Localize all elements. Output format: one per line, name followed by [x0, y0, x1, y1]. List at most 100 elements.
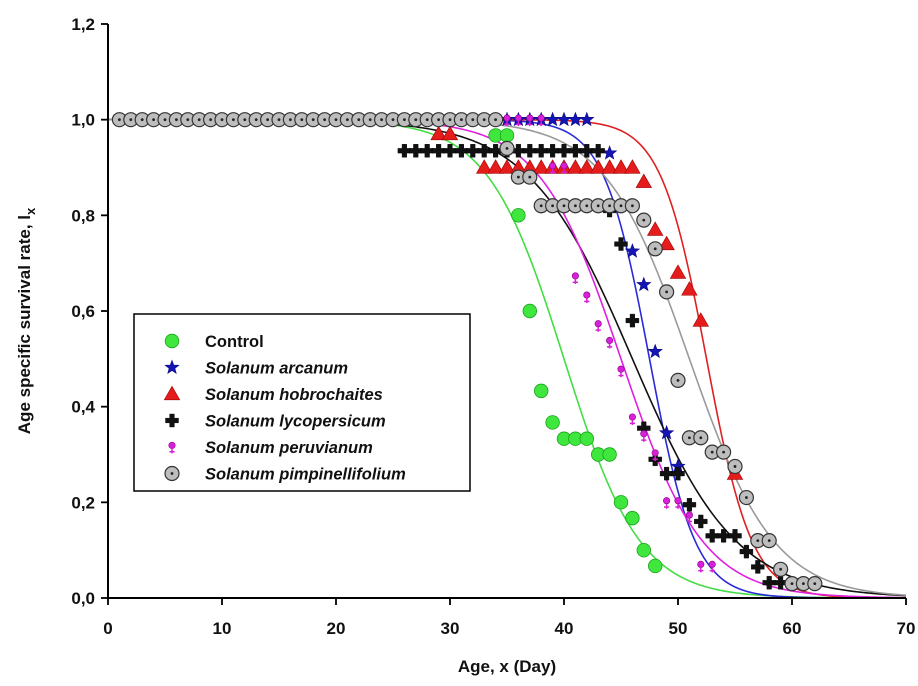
legend-item: Solanum lycopersicum: [165, 413, 386, 431]
data-point: [693, 430, 709, 446]
data-point: [579, 111, 595, 127]
data-point: [557, 144, 571, 158]
data-point: [606, 336, 614, 349]
data-point: [164, 333, 180, 349]
data-point: [640, 430, 648, 442]
axes: 0 10 20 30 40 50 60 70 0,0 0,2 0,4 0,6 0,8 1,0 1,2: [71, 15, 915, 638]
data-point: [522, 303, 538, 319]
data-points: [111, 111, 823, 592]
data-point: [669, 264, 687, 279]
data-point: [647, 343, 663, 359]
x-tick-label: 0: [103, 619, 112, 638]
data-point: [628, 413, 636, 426]
data-point: [454, 144, 469, 158]
data-point: [248, 112, 264, 128]
data-point: [761, 532, 777, 549]
y-ticks: 0,0 0,2 0,4 0,6 0,8 1,0 1,2: [71, 15, 108, 608]
data-point: [499, 128, 515, 143]
data-point: [708, 560, 716, 573]
data-point: [466, 144, 480, 158]
data-point: [534, 144, 548, 158]
data-point: [670, 372, 686, 388]
legend-label: Solanum pimpinellifolium: [205, 466, 406, 484]
data-point: [537, 114, 545, 127]
data-point: [659, 466, 674, 481]
data-point: [579, 431, 595, 446]
data-point: [580, 144, 594, 158]
y-tick-label: 0,6: [71, 302, 95, 321]
data-point: [692, 312, 710, 327]
data-point: [397, 144, 412, 158]
data-point: [715, 444, 732, 460]
data-point: [694, 514, 708, 529]
data-point: [807, 576, 823, 592]
data-point: [522, 169, 538, 185]
x-ticks: 0 10 20 30 40 50 60 70: [103, 598, 915, 638]
data-point: [441, 125, 459, 141]
data-point: [164, 465, 180, 482]
legend-item: Solanum pimpinellifolium: [164, 465, 406, 484]
data-point: [191, 112, 207, 128]
data-point: [651, 449, 659, 461]
data-point: [728, 529, 742, 543]
data-point: [602, 447, 617, 462]
data-point: [772, 561, 789, 577]
x-tick-label: 60: [783, 619, 802, 638]
data-point: [591, 144, 605, 158]
data-point: [556, 111, 572, 127]
data-point: [560, 162, 568, 174]
data-point: [545, 144, 560, 158]
legend-label: Control: [205, 333, 264, 351]
data-point: [624, 159, 641, 174]
legend-item: Control: [164, 333, 264, 351]
legend-item: Solanum hobrochaites: [163, 385, 383, 404]
data-point: [165, 413, 179, 428]
data-point: [271, 112, 287, 128]
data-point: [498, 159, 516, 174]
legend-label: Solanum lycopersicum: [205, 413, 386, 431]
y-axis-title-subscript: x: [23, 207, 38, 215]
data-point: [674, 497, 682, 509]
data-point: [784, 576, 800, 592]
data-point: [408, 112, 424, 128]
data-point: [682, 498, 697, 512]
series-points: [430, 125, 744, 480]
data-point: [499, 140, 515, 156]
data-point: [625, 510, 640, 526]
data-point: [431, 144, 446, 158]
legend-label: Solanum hobrochaites: [205, 386, 383, 404]
data-point: [571, 272, 579, 284]
data-point: [624, 198, 641, 214]
data-point: [523, 144, 537, 158]
x-axis-title: Age, x (Day): [458, 657, 556, 676]
data-point: [544, 111, 561, 127]
y-tick-label: 0,0: [71, 589, 95, 608]
data-point: [567, 159, 584, 174]
data-point: [612, 159, 630, 174]
y-tick-label: 0,8: [71, 206, 95, 225]
data-point: [738, 489, 755, 506]
data-point: [704, 444, 720, 460]
data-point: [727, 458, 743, 475]
legend: Control Solanum arcanum Solanum hobrochait…: [133, 313, 471, 492]
legend-label: Solanum peruvianum: [205, 439, 373, 457]
x-tick-label: 20: [327, 619, 346, 638]
y-axis-title-main: Age specific survival rate, l: [15, 215, 34, 434]
data-point: [601, 159, 618, 174]
x-tick-label: 30: [441, 619, 460, 638]
legend-box: [133, 313, 471, 492]
data-point: [511, 208, 526, 223]
data-point: [545, 415, 560, 430]
data-point: [526, 114, 534, 127]
data-point: [589, 159, 607, 174]
data-point: [671, 466, 685, 481]
data-point: [647, 241, 663, 257]
data-point: [503, 114, 511, 127]
data-point: [567, 198, 584, 214]
data-point: [465, 112, 481, 128]
y-tick-label: 0,4: [71, 398, 95, 417]
data-point: [567, 111, 584, 127]
series-points: [503, 114, 716, 573]
data-point: [663, 497, 671, 509]
